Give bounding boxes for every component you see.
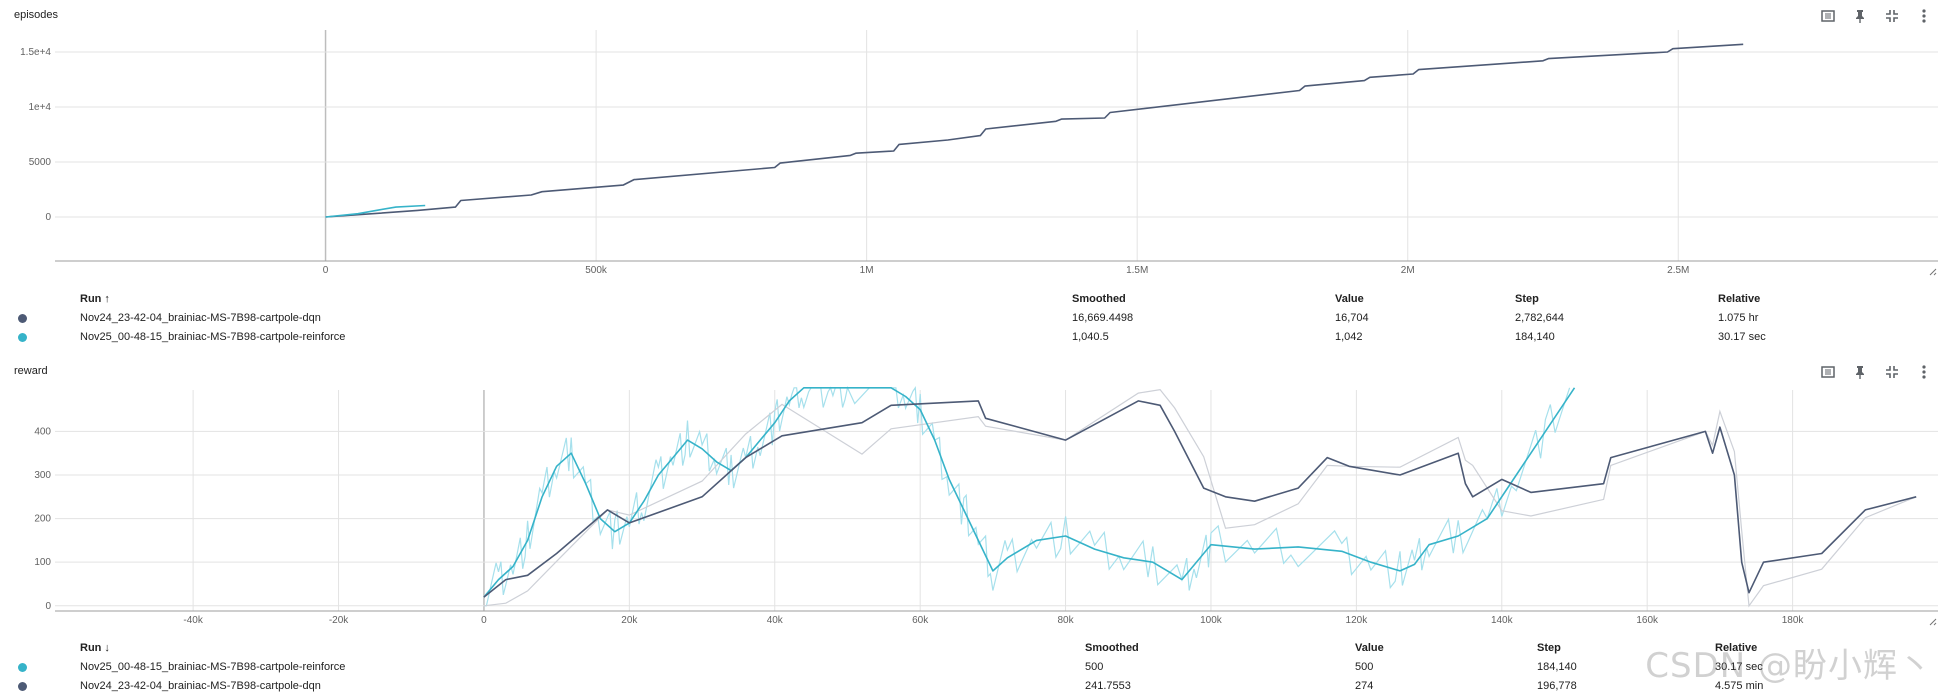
table-header: Run ↑ Smoothed Value Step Relative	[0, 290, 1949, 308]
value-column-header[interactable]: Value	[1335, 293, 1364, 305]
y-tick-label: 0	[45, 601, 51, 612]
y-tick-label: 400	[34, 426, 51, 437]
fit-domain-icon[interactable]	[1817, 362, 1839, 382]
watermark: CSDN @盼小辉丶	[1645, 646, 1933, 686]
x-tick-label: 1.5M	[1126, 265, 1148, 276]
reward-line-chart[interactable]: -40k -20k 0 20k 40k 60k 80k 100k 120k 140k 160k 180…	[0, 356, 1949, 636]
x-tick-label: 1M	[860, 265, 874, 276]
value: 500	[1355, 661, 1374, 673]
table-row[interactable]: Nov25_00-48-15_brainiac-MS-7B98-cartpole…	[0, 328, 1949, 346]
series-line	[483, 400, 1917, 598]
step: 2,782,644	[1515, 312, 1564, 324]
x-tick-label: 100k	[1200, 615, 1223, 626]
x-tick-label: -20k	[329, 615, 349, 626]
pin-icon[interactable]	[1849, 6, 1871, 26]
y-tick-label: 5000	[29, 157, 52, 168]
table-row[interactable]: Nov25_00-48-15_brainiac-MS-7B98-cartpole…	[0, 658, 1949, 676]
value: 274	[1355, 680, 1374, 692]
x-tick-label: 160k	[1636, 615, 1659, 626]
sort-arrow-icon: ↑	[104, 293, 110, 305]
run-column-header[interactable]: Run ↑	[80, 293, 110, 305]
y-tick-label: 200	[34, 514, 51, 525]
relative-column-header[interactable]: Relative	[1718, 293, 1761, 305]
smoothed-value: 16,669.4498	[1072, 312, 1134, 324]
episodes-toolbar	[1817, 6, 1935, 26]
relative: 4.575 min	[1715, 680, 1764, 692]
x-tick-label: 500k	[585, 265, 608, 276]
value-column-header[interactable]: Value	[1355, 642, 1384, 654]
y-tick-label: 1e+4	[28, 102, 51, 113]
episodes-line-chart[interactable]: 0 500k 1M 1.5M 2M 2.5M 0 5000 1e+4 1.5e+4	[0, 0, 1949, 290]
episodes-card: episodes 0 500k 1M 1.5M 2M 2.5M 0 5000 1e+4 1.5e+…	[0, 0, 1949, 346]
resize-handle-icon	[1929, 618, 1937, 626]
run-color-dot	[18, 682, 27, 691]
series-line	[483, 386, 1576, 598]
series-line	[325, 204, 426, 218]
table-row[interactable]: Nov24_23-42-04_brainiac-MS-7B98-cartpole…	[0, 677, 1949, 695]
table-row[interactable]: Nov24_23-42-04_brainiac-MS-7B98-cartpole…	[0, 309, 1949, 327]
run-name: Nov24_23-42-04_brainiac-MS-7B98-cartpole…	[80, 680, 321, 692]
x-tick-label: 180k	[1782, 615, 1805, 626]
step: 184,140	[1515, 331, 1555, 343]
smoothed-column-header[interactable]: Smoothed	[1072, 293, 1126, 305]
smoothed-value: 241.7553	[1085, 680, 1131, 692]
x-tick-label: 60k	[912, 615, 929, 626]
relative: 1.075 hr	[1718, 312, 1759, 324]
run-color-dot	[18, 314, 27, 323]
reward-toolbar	[1817, 362, 1935, 382]
x-tick-label: 0	[481, 615, 487, 626]
y-tick-label: 0	[45, 212, 51, 223]
x-tick-label: -40k	[183, 615, 203, 626]
collapse-icon[interactable]	[1881, 6, 1903, 26]
y-tick-label: 300	[34, 470, 51, 481]
pin-icon[interactable]	[1849, 362, 1871, 382]
sort-arrow-icon: ↓	[104, 642, 110, 654]
episodes-title: episodes	[14, 9, 59, 21]
x-tick-label: 120k	[1346, 615, 1369, 626]
resize-handle-icon	[1929, 268, 1937, 276]
relative: 30.17 sec	[1715, 661, 1763, 673]
smoothed-column-header[interactable]: Smoothed	[1085, 642, 1139, 654]
x-tick-label: 140k	[1491, 615, 1514, 626]
fit-domain-icon[interactable]	[1817, 6, 1839, 26]
step-column-header[interactable]: Step	[1537, 642, 1561, 654]
more-vert-icon[interactable]	[1913, 362, 1935, 382]
run-color-dot	[18, 333, 27, 342]
run-name: Nov24_23-42-04_brainiac-MS-7B98-cartpole…	[80, 312, 321, 324]
series-line	[325, 43, 1744, 218]
run-name: Nov25_00-48-15_brainiac-MS-7B98-cartpole…	[80, 331, 346, 343]
step: 184,140	[1537, 661, 1577, 673]
smoothed-value: 1,040.5	[1072, 331, 1109, 343]
x-tick-label: 20k	[621, 615, 638, 626]
more-vert-icon[interactable]	[1913, 6, 1935, 26]
smoothed-value: 500	[1085, 661, 1104, 673]
y-tick-label: 100	[34, 557, 51, 568]
x-tick-label: 40k	[767, 615, 784, 626]
run-color-dot	[18, 663, 27, 672]
raw-series-line	[483, 388, 1917, 608]
collapse-icon[interactable]	[1881, 362, 1903, 382]
step: 196,778	[1537, 680, 1577, 692]
relative-column-header[interactable]: Relative	[1715, 642, 1758, 654]
x-tick-label: 80k	[1058, 615, 1075, 626]
run-name: Nov25_00-48-15_brainiac-MS-7B98-cartpole…	[80, 661, 346, 673]
reward-card: reward -40k -20k 0 20k 40k 60k 80k 100k 120k 140k…	[0, 356, 1949, 697]
table-header: Run ↓ Smoothed Value Step Relative	[0, 639, 1949, 657]
raw-series-line	[483, 385, 1571, 607]
y-tick-label: 1.5e+4	[20, 47, 51, 58]
x-tick-label: 2.5M	[1667, 265, 1689, 276]
x-tick-label: 2M	[1401, 265, 1415, 276]
step-column-header[interactable]: Step	[1515, 293, 1539, 305]
x-tick-label: 0	[323, 265, 329, 276]
reward-title: reward	[14, 365, 48, 377]
value: 16,704	[1335, 312, 1369, 324]
run-column-header[interactable]: Run ↓	[80, 642, 110, 654]
relative: 30.17 sec	[1718, 331, 1766, 343]
value: 1,042	[1335, 331, 1363, 343]
